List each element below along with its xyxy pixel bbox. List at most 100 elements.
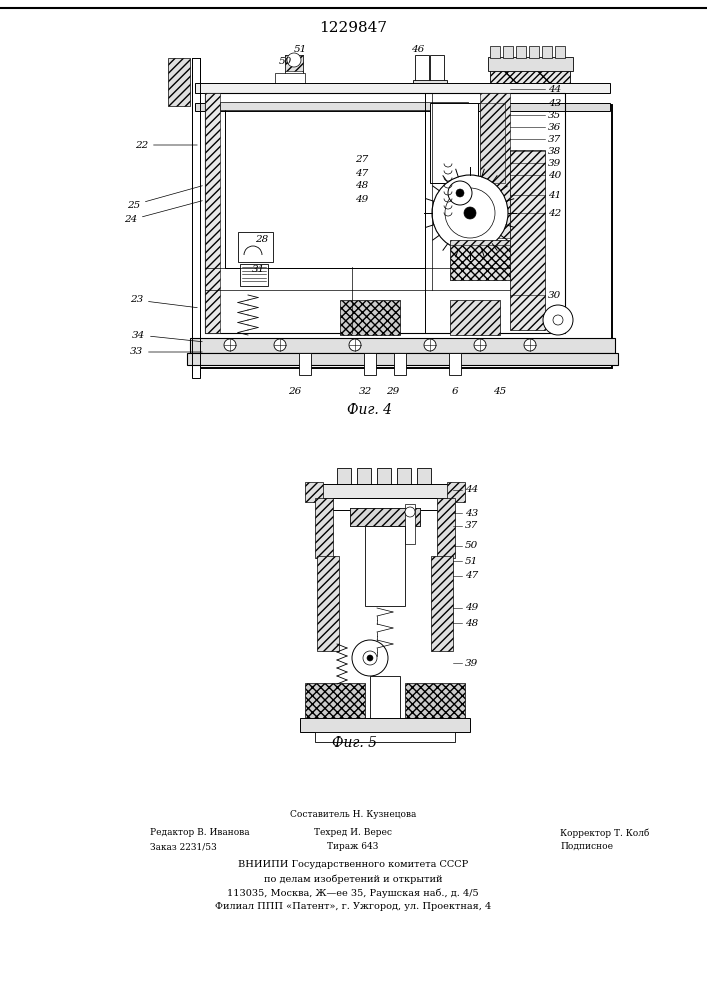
Bar — [168, 58, 190, 106]
Bar — [490, 67, 570, 89]
Text: по делам изобретений и открытий: по делам изобретений и открытий — [264, 874, 443, 884]
Text: 50: 50 — [465, 542, 478, 550]
Circle shape — [224, 339, 236, 351]
Bar — [238, 232, 273, 262]
Text: 46: 46 — [411, 45, 425, 54]
Bar — [320, 484, 450, 498]
Text: 30: 30 — [548, 290, 561, 300]
Text: 33: 33 — [130, 348, 202, 357]
Text: 6: 6 — [452, 387, 458, 396]
Bar — [305, 482, 323, 502]
Text: 26: 26 — [288, 387, 302, 396]
Circle shape — [543, 305, 573, 335]
Bar — [529, 46, 539, 58]
Bar — [187, 353, 618, 365]
Text: 113035, Москва, Ж—ее 35, Раушская наб., д. 4/5: 113035, Москва, Ж—ее 35, Раушская наб., … — [227, 888, 479, 898]
Bar — [193, 105, 612, 368]
Text: 39: 39 — [548, 158, 561, 167]
Text: Редактор В. Иванова: Редактор В. Иванова — [150, 828, 250, 837]
Bar — [193, 105, 612, 368]
Bar — [305, 683, 365, 721]
Text: 44: 44 — [465, 486, 478, 494]
Bar — [488, 57, 573, 71]
Text: 35: 35 — [548, 110, 561, 119]
Bar — [275, 73, 305, 85]
Bar — [430, 55, 444, 83]
Circle shape — [367, 655, 373, 661]
Text: Корректор Т. Колб: Корректор Т. Колб — [560, 828, 649, 838]
Bar — [195, 83, 610, 93]
Bar — [447, 482, 465, 502]
Text: 44: 44 — [548, 85, 561, 94]
Text: 37: 37 — [465, 522, 478, 530]
Text: 48: 48 — [465, 618, 478, 628]
Bar — [417, 468, 431, 484]
Bar — [350, 508, 420, 526]
Bar — [510, 150, 545, 330]
Text: 49: 49 — [355, 194, 368, 204]
Text: 47: 47 — [465, 572, 478, 580]
Circle shape — [274, 339, 286, 351]
Text: 23: 23 — [130, 296, 197, 308]
Text: 34: 34 — [132, 330, 202, 342]
Text: 48: 48 — [355, 182, 368, 190]
Bar — [503, 46, 513, 58]
Bar — [364, 353, 376, 375]
Text: 31: 31 — [252, 265, 265, 274]
Bar — [555, 46, 565, 58]
Text: 22: 22 — [135, 140, 197, 149]
Bar — [340, 300, 400, 335]
Bar — [450, 240, 510, 280]
Bar — [450, 245, 510, 280]
Text: 25: 25 — [127, 186, 202, 210]
Bar — [394, 353, 406, 375]
Circle shape — [405, 507, 415, 517]
Circle shape — [432, 175, 508, 251]
Circle shape — [424, 339, 436, 351]
Text: 51: 51 — [293, 45, 307, 54]
Circle shape — [553, 315, 563, 325]
Bar — [315, 498, 333, 558]
Text: 27: 27 — [355, 155, 368, 164]
Text: 41: 41 — [548, 190, 561, 200]
Text: 43: 43 — [465, 508, 478, 518]
Text: 42: 42 — [548, 209, 561, 218]
Text: 51: 51 — [465, 556, 478, 566]
Circle shape — [445, 188, 495, 238]
Bar — [285, 55, 303, 71]
Bar — [377, 468, 391, 484]
Circle shape — [456, 189, 464, 197]
Bar — [516, 46, 526, 58]
Text: Фиг. 4: Фиг. 4 — [348, 403, 392, 417]
Text: 39: 39 — [465, 658, 478, 668]
Text: 32: 32 — [359, 387, 373, 396]
Bar — [542, 46, 552, 58]
Bar — [299, 353, 311, 375]
Bar — [315, 732, 455, 742]
Circle shape — [363, 651, 377, 665]
Bar — [225, 103, 425, 268]
Bar — [192, 58, 200, 378]
Text: 50: 50 — [279, 57, 291, 66]
Bar — [405, 683, 465, 721]
Text: Филиал ППП «Патент», г. Ужгород, ул. Проектная, 4: Филиал ППП «Патент», г. Ужгород, ул. Про… — [215, 902, 491, 911]
Text: 40: 40 — [548, 170, 561, 180]
Text: 37: 37 — [548, 134, 561, 143]
Bar — [480, 103, 505, 183]
Circle shape — [352, 640, 388, 676]
Bar — [285, 55, 303, 85]
Bar — [220, 102, 468, 110]
Text: 36: 36 — [548, 122, 561, 131]
Text: 29: 29 — [386, 387, 399, 396]
Text: Подписное: Подписное — [560, 842, 613, 851]
Bar — [205, 93, 220, 333]
Text: 45: 45 — [493, 387, 507, 396]
Text: 43: 43 — [548, 99, 561, 107]
Bar — [413, 80, 447, 88]
Text: 38: 38 — [548, 146, 561, 155]
Circle shape — [349, 339, 361, 351]
Bar — [195, 103, 610, 111]
Bar — [350, 508, 420, 526]
Text: Заказ 2231/53: Заказ 2231/53 — [150, 842, 217, 851]
Bar — [370, 676, 400, 731]
